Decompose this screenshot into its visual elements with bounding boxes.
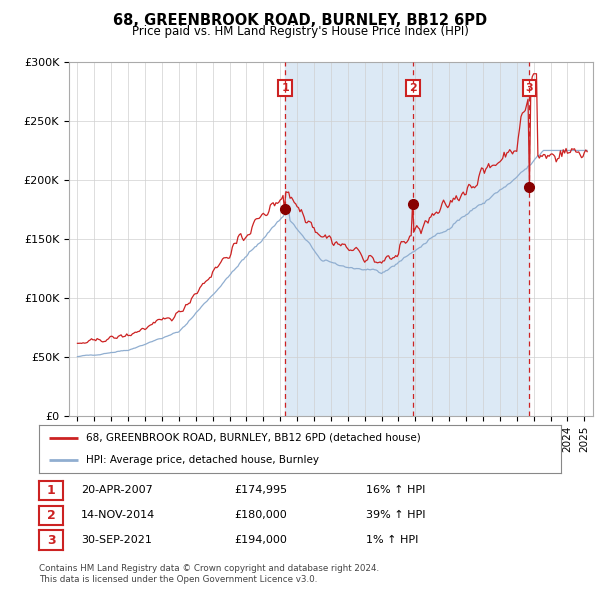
Text: 3: 3 <box>47 533 55 547</box>
Bar <box>285 62 529 416</box>
Text: 1: 1 <box>281 83 289 93</box>
Text: 30-SEP-2021: 30-SEP-2021 <box>81 535 152 545</box>
Text: 68, GREENBROOK ROAD, BURNLEY, BB12 6PD (detached house): 68, GREENBROOK ROAD, BURNLEY, BB12 6PD (… <box>86 433 421 443</box>
Text: 39% ↑ HPI: 39% ↑ HPI <box>366 510 425 520</box>
Text: 20-APR-2007: 20-APR-2007 <box>81 486 153 495</box>
Text: 1% ↑ HPI: 1% ↑ HPI <box>366 535 418 545</box>
Text: Price paid vs. HM Land Registry's House Price Index (HPI): Price paid vs. HM Land Registry's House … <box>131 25 469 38</box>
Text: HPI: Average price, detached house, Burnley: HPI: Average price, detached house, Burn… <box>86 455 319 465</box>
Text: £180,000: £180,000 <box>234 510 287 520</box>
Text: £194,000: £194,000 <box>234 535 287 545</box>
Text: 68, GREENBROOK ROAD, BURNLEY, BB12 6PD: 68, GREENBROOK ROAD, BURNLEY, BB12 6PD <box>113 13 487 28</box>
Text: 3: 3 <box>526 83 533 93</box>
Text: 16% ↑ HPI: 16% ↑ HPI <box>366 486 425 495</box>
Text: 2: 2 <box>409 83 417 93</box>
Text: This data is licensed under the Open Government Licence v3.0.: This data is licensed under the Open Gov… <box>39 575 317 584</box>
Text: 14-NOV-2014: 14-NOV-2014 <box>81 510 155 520</box>
Text: 2: 2 <box>47 509 55 522</box>
Text: Contains HM Land Registry data © Crown copyright and database right 2024.: Contains HM Land Registry data © Crown c… <box>39 564 379 573</box>
Text: 1: 1 <box>47 484 55 497</box>
Text: £174,995: £174,995 <box>234 486 287 495</box>
